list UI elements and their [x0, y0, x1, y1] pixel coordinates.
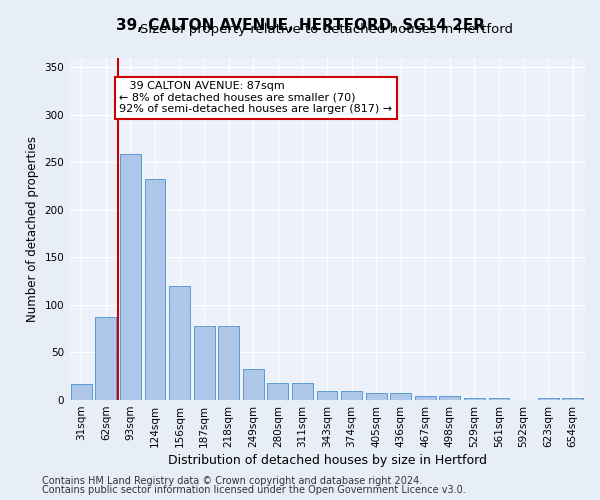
Bar: [317, 392, 337, 400]
Title: Size of property relative to detached houses in Hertford: Size of property relative to detached ho…: [140, 22, 514, 36]
Bar: [218, 326, 239, 400]
Bar: [194, 326, 215, 400]
Text: 39 CALTON AVENUE: 87sqm
← 8% of detached houses are smaller (70)
92% of semi-det: 39 CALTON AVENUE: 87sqm ← 8% of detached…: [119, 82, 392, 114]
Text: Contains public sector information licensed under the Open Government Licence v3: Contains public sector information licen…: [42, 485, 466, 495]
Bar: [562, 398, 583, 400]
X-axis label: Distribution of detached houses by size in Hertford: Distribution of detached houses by size …: [167, 454, 487, 467]
Bar: [120, 154, 141, 400]
Bar: [439, 396, 460, 400]
Bar: [145, 180, 166, 400]
Bar: [268, 383, 289, 400]
Bar: [71, 384, 92, 400]
Bar: [169, 286, 190, 400]
Bar: [365, 394, 386, 400]
Text: 39, CALTON AVENUE, HERTFORD, SG14 2ER: 39, CALTON AVENUE, HERTFORD, SG14 2ER: [115, 18, 485, 32]
Bar: [341, 392, 362, 400]
Bar: [415, 396, 436, 400]
Bar: [95, 317, 116, 400]
Y-axis label: Number of detached properties: Number of detached properties: [26, 136, 39, 322]
Bar: [292, 383, 313, 400]
Text: Contains HM Land Registry data © Crown copyright and database right 2024.: Contains HM Land Registry data © Crown c…: [42, 476, 422, 486]
Bar: [390, 394, 411, 400]
Bar: [464, 398, 485, 400]
Bar: [488, 398, 509, 400]
Bar: [243, 368, 264, 400]
Bar: [538, 398, 559, 400]
